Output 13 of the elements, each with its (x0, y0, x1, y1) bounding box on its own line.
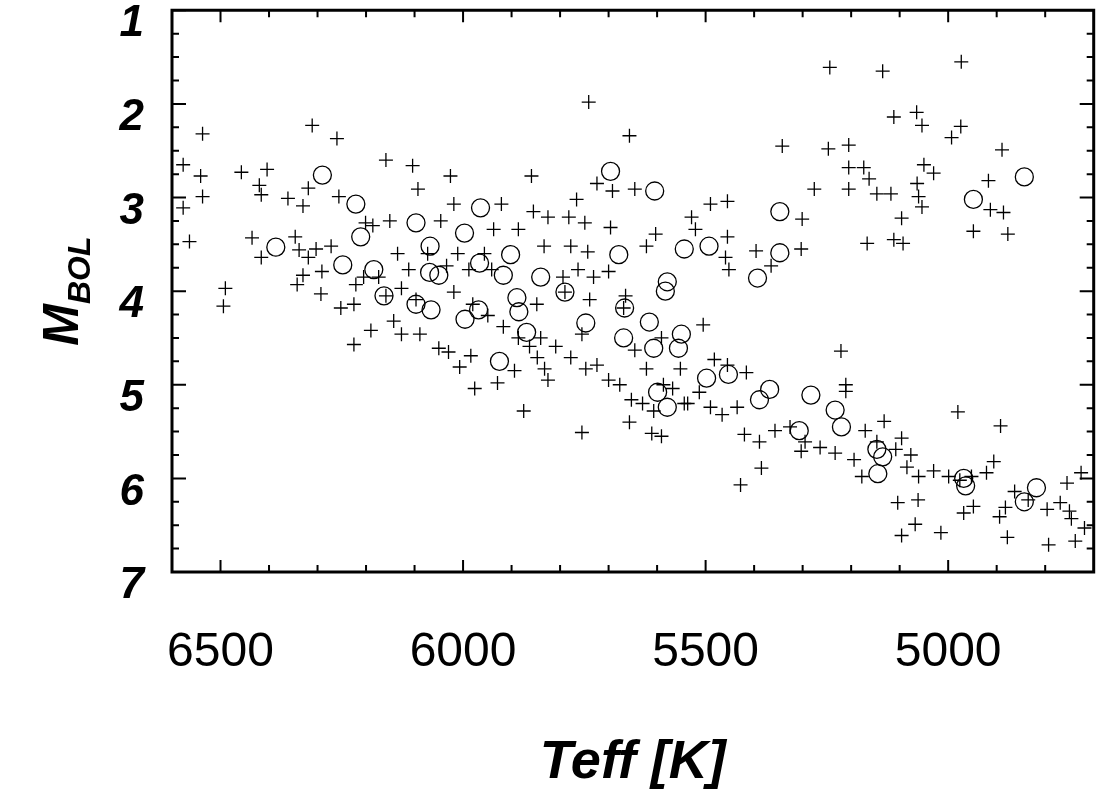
y-tick-label: 7 (119, 558, 147, 608)
y-tick-label: 3 (119, 183, 144, 233)
y-tick-label: 2 (118, 90, 145, 140)
x-tick-label: 5000 (894, 623, 1002, 677)
x-tick-label: 6500 (167, 623, 274, 677)
y-axis-title: MBOL (33, 236, 97, 346)
y-tick-label: 5 (119, 370, 145, 420)
y-tick-label: 1 (119, 0, 144, 46)
x-axis-title: Teff [K] (539, 729, 728, 790)
y-tick-label: 4 (118, 277, 144, 327)
y-tick-label: 6 (119, 464, 145, 514)
x-tick-label: 6000 (409, 623, 517, 677)
x-tick-label: 5500 (652, 623, 760, 677)
